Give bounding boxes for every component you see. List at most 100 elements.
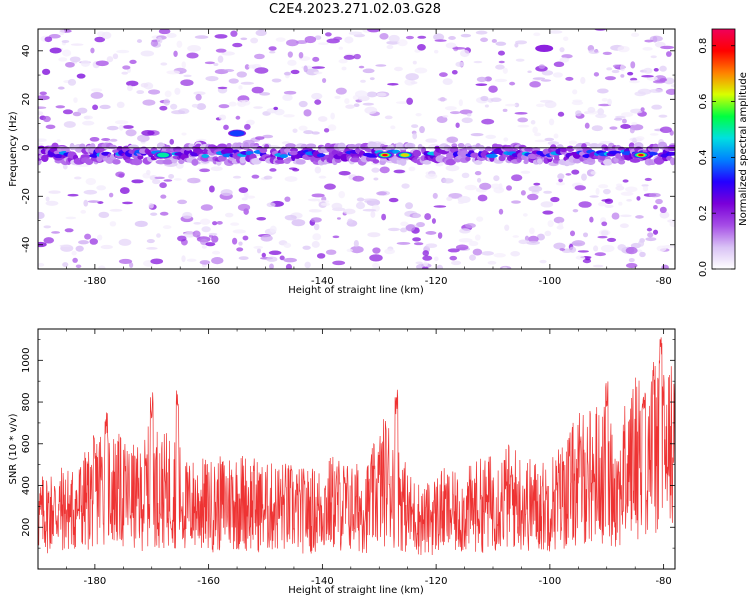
noise-cell [384,115,393,120]
noise-cell [238,187,249,193]
noise-cell [571,100,584,106]
noise-cell [75,245,84,252]
noise-cell [238,85,243,90]
noise-cell [325,249,337,255]
noise-cell [345,104,355,109]
noise-cell [59,244,72,248]
noise-cell [338,171,351,176]
band-cell [470,152,480,158]
band-cell [457,142,465,148]
noise-cell [388,197,399,203]
noise-cell [136,39,142,43]
noise-cell [327,124,337,132]
noise-cell [148,202,154,209]
noise-cell [490,97,502,103]
noise-cell [640,107,645,112]
noise-cell [452,47,466,50]
noise-cell [480,95,489,102]
noise-cell [510,251,521,257]
noise-cell [625,246,638,255]
noise-cell [148,89,161,95]
noise-cell [535,103,545,108]
band-cell [201,154,209,159]
noise-cell [248,64,257,69]
noise-cell [146,238,155,244]
noise-cell [491,39,497,43]
noise-cell [49,47,62,54]
noise-cell [83,189,98,195]
noise-cell [330,112,335,120]
noise-cell [593,245,599,252]
snr-panel: -180 -160 -140 -120 -100 -80 200 400 600 800 1000… [8,328,676,596]
noise-cell [481,251,494,256]
noise-cell [540,201,554,208]
noise-cell [455,244,469,251]
noise-cell [220,189,233,197]
snr-x-tick-label: -140 [311,576,334,587]
noise-cell [298,51,304,59]
noise-cell [291,219,306,227]
noise-cell [48,190,61,194]
band-cell [566,145,575,152]
snr-x-tick-label: -80 [655,576,671,587]
noise-cell [240,81,255,85]
noise-cell [670,84,675,88]
noise-cell [269,168,277,172]
noise-cell [589,195,599,198]
noise-cell [311,241,320,248]
noise-cell [559,248,566,251]
band-cell [287,143,294,149]
noise-cell [583,232,589,238]
noise-cell [240,37,248,41]
noise-cell [173,50,178,57]
noise-cell [283,242,292,248]
noise-cell [316,253,326,259]
noise-cell [602,51,612,55]
noise-cell [659,206,667,213]
noise-cell [601,230,609,236]
noise-cell [67,193,79,197]
noise-cell [137,134,150,142]
noise-cell [630,61,636,69]
noise-cell [527,193,539,201]
noise-cell [642,185,649,192]
noise-cell [158,29,171,35]
band-cell [131,158,143,166]
noise-cell [642,47,653,51]
noise-cell [256,248,262,254]
noise-cell [628,258,635,263]
band-cell [367,141,378,150]
noise-cell [177,199,188,205]
noise-cell [446,196,453,201]
noise-cell [244,123,251,130]
noise-cell [162,225,172,230]
noise-cell [336,217,341,220]
noise-cell [228,101,237,107]
peak-contour [157,152,170,158]
noise-cell [522,213,528,217]
spectrogram-x-tick-label: -100 [539,276,562,287]
noise-cell [134,220,148,228]
noise-cell [495,41,507,46]
noise-cell [89,136,100,142]
spectrogram-y-tick-label: 20 [21,93,32,106]
noise-cell [292,168,300,172]
noise-cell [658,114,668,118]
noise-cell [303,109,312,117]
spectrogram-x-tick-label: -120 [425,276,448,287]
noise-cell [271,78,282,83]
noise-cell [332,260,346,266]
noise-cell [611,69,620,74]
noise-cell [414,67,428,74]
noise-cell [363,198,378,202]
noise-cell [193,91,206,96]
noise-cell [615,115,626,119]
noise-cell [611,212,620,220]
noise-cell [379,33,389,40]
snr-x-ticks: -180 -160 -140 -120 -100 -80 [37,329,672,587]
noise-cell [237,103,243,106]
noise-cell [553,61,565,68]
noise-cell [75,264,82,269]
noise-cell [436,264,444,269]
band-cell [669,157,675,166]
